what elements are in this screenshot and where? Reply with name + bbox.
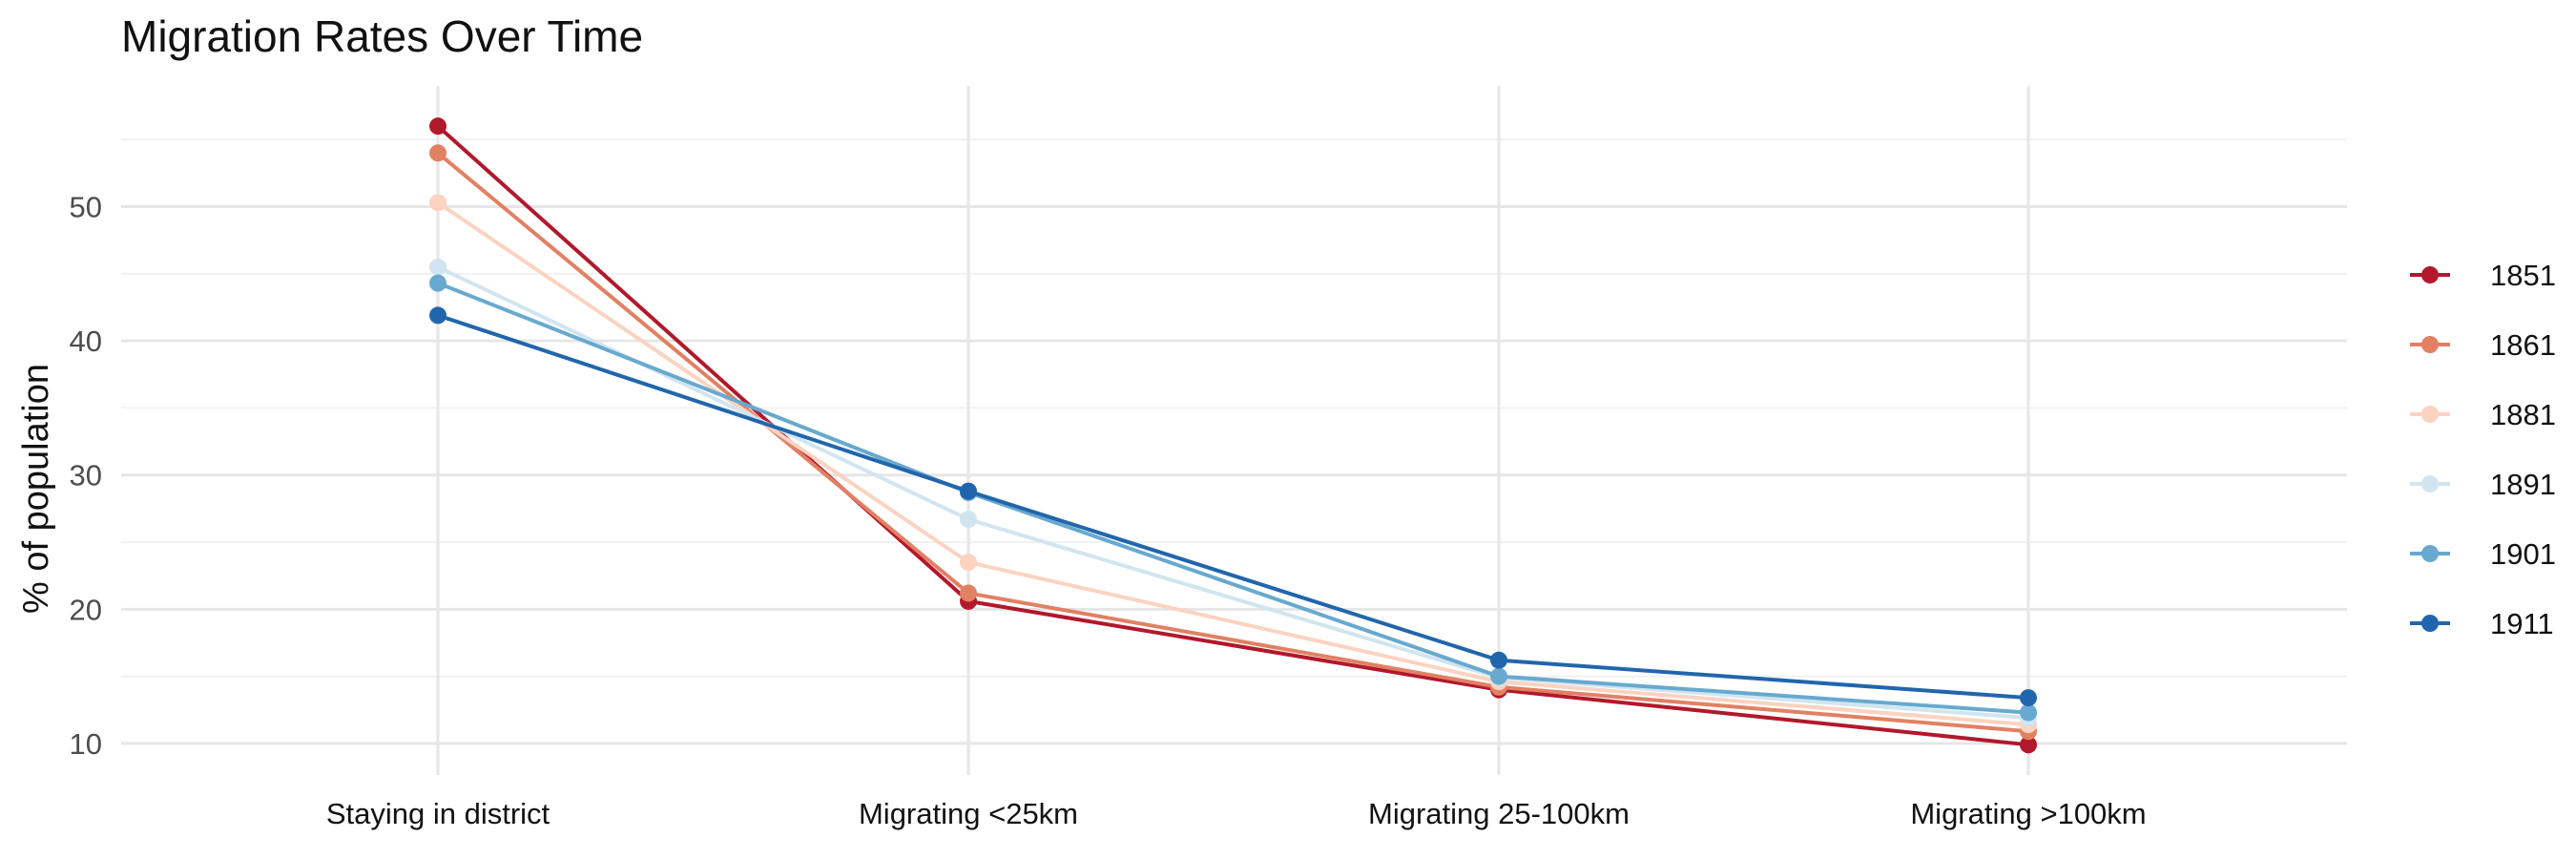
- data-point: [1490, 667, 1507, 685]
- legend-label: 1901: [2490, 537, 2556, 571]
- data-point: [429, 194, 447, 212]
- series-line: [436, 151, 2029, 734]
- data-point: [429, 306, 447, 325]
- y-axis-title: % of population: [16, 364, 56, 614]
- legend-item-1851: 1851: [2410, 259, 2556, 292]
- series-1861: [429, 144, 2037, 741]
- y-tick-label: 30: [70, 459, 102, 492]
- x-tick-label: Migrating <25km: [859, 797, 1078, 830]
- legend-swatch-point: [2421, 406, 2439, 423]
- series-line: [436, 200, 2029, 727]
- legend-item-1901: 1901: [2410, 537, 2556, 571]
- legend-item-1891: 1891: [2410, 468, 2556, 501]
- legend-item-1911: 1911: [2410, 607, 2554, 640]
- grid-lines: [121, 86, 2347, 775]
- data-point: [960, 554, 977, 572]
- legend-item-1881: 1881: [2410, 398, 2556, 431]
- series-line: [436, 124, 2029, 747]
- axis-labels: 10 20 30 40 50 Staying in district Migrating <…: [70, 191, 2147, 830]
- data-point: [2020, 703, 2037, 722]
- data-point: [960, 584, 977, 602]
- series-lines: [429, 117, 2037, 754]
- series-1881: [429, 194, 2037, 734]
- series-line: [437, 281, 2029, 715]
- legend-swatch-point: [2421, 615, 2439, 632]
- legend-swatch-point: [2421, 475, 2439, 492]
- series-1851: [429, 117, 2037, 754]
- x-tick-label: Migrating >100km: [1910, 797, 2146, 830]
- legend-swatch-point: [2421, 266, 2439, 283]
- legend-swatch-point: [2421, 336, 2439, 353]
- series-line: [437, 313, 2029, 701]
- y-tick-label: 20: [70, 593, 102, 626]
- legend-label: 1851: [2490, 259, 2556, 292]
- chart-title: Migration Rates Over Time: [121, 11, 643, 61]
- data-point: [960, 482, 977, 500]
- y-tick-label: 50: [70, 191, 102, 224]
- x-tick-label: Migrating 25-100km: [1368, 797, 1630, 830]
- series-1891: [429, 258, 2037, 727]
- series-line: [437, 264, 2029, 721]
- data-point: [429, 258, 447, 276]
- legend-label: 1911: [2490, 607, 2554, 640]
- data-point: [2020, 736, 2037, 754]
- data-point: [429, 117, 447, 136]
- y-tick-label: 10: [70, 727, 102, 761]
- data-point: [960, 511, 977, 529]
- legend-swatch-point: [2421, 545, 2439, 562]
- legend: 1851 1861 1881 1891 1901 1911: [2410, 259, 2556, 640]
- data-point: [2020, 689, 2037, 707]
- legend-label: 1881: [2490, 398, 2556, 431]
- y-tick-label: 40: [70, 325, 102, 358]
- data-point: [429, 144, 447, 162]
- data-point: [429, 274, 447, 292]
- legend-item-1861: 1861: [2410, 328, 2556, 362]
- legend-label: 1891: [2490, 468, 2556, 501]
- legend-label: 1861: [2490, 328, 2556, 362]
- series-1911: [429, 306, 2037, 707]
- data-point: [1490, 651, 1507, 669]
- x-tick-label: Staying in district: [326, 797, 551, 830]
